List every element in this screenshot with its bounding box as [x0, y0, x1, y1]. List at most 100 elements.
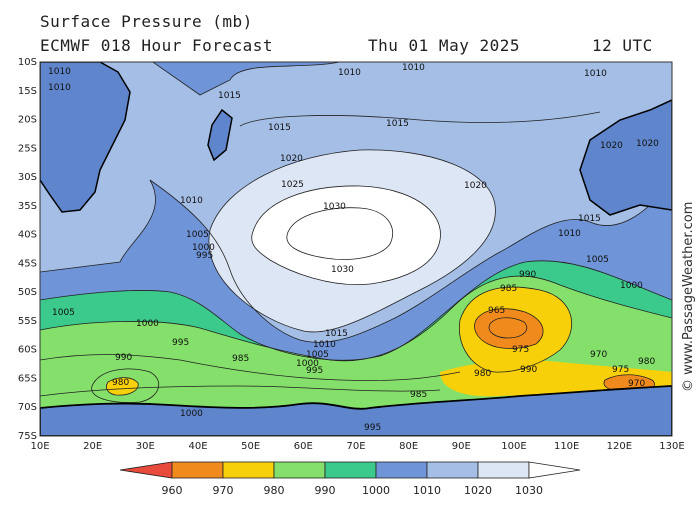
contour-label: 975	[512, 345, 529, 355]
contour-label: 985	[232, 354, 249, 364]
colorbar-label: 1030	[515, 484, 543, 497]
forecast-date: Thu 01 May 2025	[368, 36, 520, 55]
colorbar-segment	[528, 461, 581, 479]
longitude-label: 20E	[83, 441, 102, 452]
colorbar-segment	[222, 461, 275, 479]
contour-label: 985	[410, 390, 427, 400]
contour-label: 1010	[48, 83, 71, 93]
latitude-label: 55S	[18, 316, 37, 327]
isobars	[40, 62, 672, 403]
latitude-label: 45S	[18, 258, 37, 269]
band-1010-north	[40, 62, 340, 95]
contour-label: 1015	[268, 123, 291, 133]
credit-watermark: © www.PassageWeather.com	[681, 202, 696, 392]
longitude-label: 100E	[501, 441, 526, 452]
contour-label: 980	[112, 378, 129, 388]
colorbar-label: 1020	[464, 484, 492, 497]
longitude-label: 130E	[659, 441, 684, 452]
contour-label: 1015	[218, 91, 241, 101]
contour-label: 1000	[620, 281, 643, 291]
forecast-model: ECMWF 018 Hour Forecast	[40, 36, 274, 55]
colorbar-segment	[273, 461, 326, 479]
contour-label: 1015	[386, 119, 409, 129]
contour-label: 1025	[281, 180, 304, 190]
contour-label: 1015	[578, 214, 601, 224]
longitude-label: 10E	[30, 441, 49, 452]
contour-label: 995	[172, 338, 189, 348]
colorbar-label: 960	[162, 484, 183, 497]
colorbar-segment	[477, 461, 530, 479]
longitude-label: 40E	[188, 441, 207, 452]
contour-label: 1010	[180, 196, 203, 206]
longitude-label: 80E	[399, 441, 418, 452]
band-1030-high	[251, 185, 441, 285]
contour-label: 1000	[136, 319, 159, 329]
longitude-label: 90E	[452, 441, 471, 452]
coastlines	[40, 62, 672, 436]
colorbar-segment	[324, 461, 377, 479]
colorbar-label: 1010	[413, 484, 441, 497]
map-area: 1010 1015 1020 1025 1030 1030 1020 1015 …	[40, 62, 672, 436]
colorbar-label: 980	[264, 484, 285, 497]
forecast-time: 12 UTC	[592, 36, 653, 55]
colorbar-label: 970	[213, 484, 234, 497]
contour-label: 1010	[48, 67, 71, 77]
contour-label: 1030	[331, 265, 354, 275]
longitude-label: 110E	[554, 441, 579, 452]
contour-label: 990	[519, 270, 536, 280]
contour-labels: 1010 1015 1020 1025 1030 1030 1020 1015 …	[48, 63, 659, 433]
contour-label: 975	[612, 365, 629, 375]
contour-label: 1010	[313, 340, 336, 350]
latitude-label: 10S	[18, 57, 37, 68]
contour-label: 1000	[296, 359, 319, 369]
latitude-label: 70S	[18, 402, 37, 413]
chart-title: Surface Pressure (mb)	[40, 12, 253, 31]
contour-label: 980	[638, 357, 655, 367]
contour-label: 1005	[306, 350, 329, 360]
latitude-label: 30S	[18, 172, 37, 183]
latitude-label: 75S	[18, 431, 37, 442]
contour-label: 985	[500, 284, 517, 294]
contour-label: 1015	[325, 329, 348, 339]
colorbar-label: 990	[315, 484, 336, 497]
latitude-label: 25S	[18, 143, 37, 154]
longitude-label: 50E	[241, 441, 260, 452]
contour-label: 995	[196, 251, 213, 261]
latitude-label: 15S	[18, 86, 37, 97]
contour-label: 1000	[180, 409, 203, 419]
contour-label: 1020	[636, 139, 659, 149]
contour-label: 1020	[464, 181, 487, 191]
latitude-label: 65S	[18, 373, 37, 384]
contour-label: 995	[364, 423, 381, 433]
colorbar-segment	[426, 461, 479, 479]
contour-label: 1005	[186, 230, 209, 240]
latitude-label: 20S	[18, 115, 37, 126]
band-980-west	[106, 377, 139, 396]
band-970-low	[474, 308, 544, 349]
contour-label: 995	[306, 366, 323, 376]
latitude-label: 50S	[18, 287, 37, 298]
longitude-label: 120E	[607, 441, 632, 452]
colorbar-segment	[375, 461, 428, 479]
contour-label: 1010	[558, 229, 581, 239]
latitude-label: 40S	[18, 230, 37, 241]
contour-label: 980	[474, 369, 491, 379]
contour-label: 1000	[192, 243, 215, 253]
longitude-label: 70E	[346, 441, 365, 452]
contour-label: 1005	[52, 308, 75, 318]
contour-label: 1010	[584, 69, 607, 79]
colorbar-label: 1000	[362, 484, 390, 497]
contour-label: 990	[115, 353, 132, 363]
latitude-label: 35S	[18, 201, 37, 212]
contour-label: 990	[520, 365, 537, 375]
contour-label: 1010	[338, 68, 361, 78]
contour-label: 965	[488, 306, 505, 316]
contour-label: 1020	[600, 141, 623, 151]
contour-label: 1005	[586, 255, 609, 265]
contour-label: 1030	[323, 202, 346, 212]
contour-label: 1010	[402, 63, 425, 73]
map-frame	[39, 61, 673, 437]
latitude-labels: 10S 15S 20S 25S 30S 35S 40S 45S 50S 55S 60S 65S 70S 7…	[18, 57, 37, 442]
longitude-labels: 10E 20E 30E 40E 50E 60E 70E 80E 90E 100E 110E 120E 1…	[30, 441, 684, 452]
